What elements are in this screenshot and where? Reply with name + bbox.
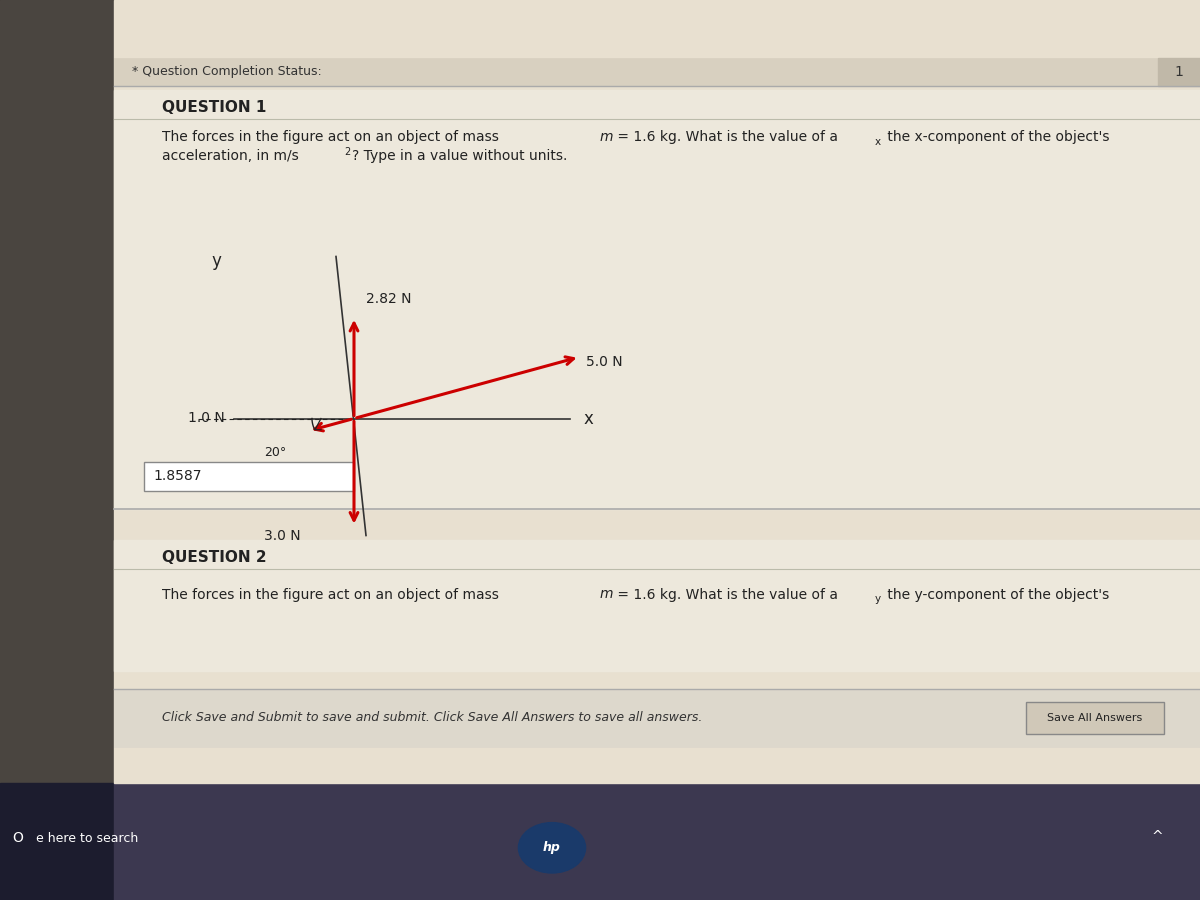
Text: ^: ^ bbox=[1152, 831, 1164, 844]
Text: m: m bbox=[600, 588, 613, 601]
Text: e here to search: e here to search bbox=[36, 832, 138, 844]
Text: O: O bbox=[12, 831, 23, 844]
Text: the y-component of the object's: the y-component of the object's bbox=[883, 588, 1110, 601]
Bar bbox=[1026, 702, 1164, 733]
Bar bbox=[114, 0, 1200, 783]
Text: = 1.6 kg. What is the value of a: = 1.6 kg. What is the value of a bbox=[613, 130, 839, 144]
Bar bbox=[114, 540, 1200, 670]
Text: 20°: 20° bbox=[264, 446, 287, 459]
Text: 1: 1 bbox=[1174, 65, 1183, 79]
Text: y: y bbox=[211, 252, 221, 270]
Circle shape bbox=[518, 823, 586, 873]
Text: 1.0 N: 1.0 N bbox=[188, 410, 224, 425]
Text: 3.0 N: 3.0 N bbox=[264, 529, 301, 543]
Text: the x-component of the object's: the x-component of the object's bbox=[883, 130, 1110, 144]
Text: The forces in the figure act on an object of mass: The forces in the figure act on an objec… bbox=[162, 130, 503, 144]
Text: 2: 2 bbox=[344, 147, 350, 157]
Text: = 1.6 kg. What is the value of a: = 1.6 kg. What is the value of a bbox=[613, 588, 839, 601]
Text: x: x bbox=[583, 410, 593, 427]
Bar bbox=[114, 90, 1200, 508]
Text: 5.0 N: 5.0 N bbox=[586, 355, 622, 369]
Bar bbox=[114, 58, 1200, 86]
Text: acceleration, in m/s: acceleration, in m/s bbox=[162, 149, 299, 163]
Bar bbox=[114, 783, 1200, 900]
Text: 2.82 N: 2.82 N bbox=[366, 292, 412, 307]
Text: m: m bbox=[600, 130, 613, 144]
Text: Click Save and Submit to save and submit. Click Save All Answers to save all ans: Click Save and Submit to save and submit… bbox=[162, 711, 702, 724]
Text: QUESTION 1: QUESTION 1 bbox=[162, 101, 266, 115]
Text: * Question Completion Status:: * Question Completion Status: bbox=[132, 66, 322, 78]
Text: QUESTION 2: QUESTION 2 bbox=[162, 551, 266, 565]
Bar bbox=[1158, 58, 1200, 86]
Bar bbox=[0, 783, 1200, 900]
Text: 1.8587: 1.8587 bbox=[154, 469, 202, 483]
Text: hp: hp bbox=[544, 842, 560, 854]
Bar bbox=[0, 0, 114, 900]
Text: The forces in the figure act on an object of mass: The forces in the figure act on an objec… bbox=[162, 588, 503, 601]
Bar bbox=[144, 462, 354, 490]
Text: ? Type in a value without units.: ? Type in a value without units. bbox=[352, 149, 566, 163]
Text: y: y bbox=[875, 594, 881, 604]
Text: x: x bbox=[875, 137, 881, 147]
Text: Save All Answers: Save All Answers bbox=[1048, 713, 1142, 723]
Bar bbox=[114, 688, 1200, 747]
